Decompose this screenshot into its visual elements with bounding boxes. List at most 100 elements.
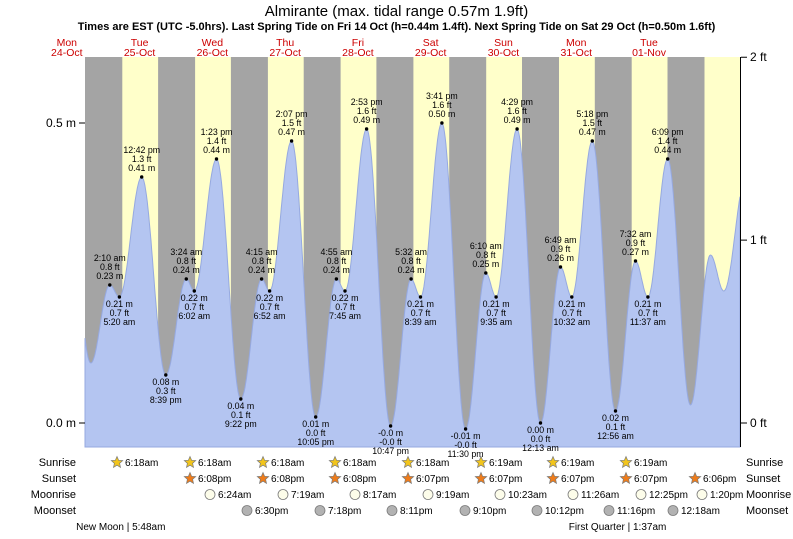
row-label-sunset-left: Sunset xyxy=(42,473,76,485)
low-tide-label: 0.7 ft xyxy=(184,302,204,312)
date-label-dow: Mon xyxy=(566,37,587,49)
left-axis-label: 0.5 m xyxy=(46,116,76,130)
high-tide-label: 0.8 ft xyxy=(327,256,347,266)
low-tide-label: 10:32 am xyxy=(553,317,590,327)
low-tide-label: 0.02 m xyxy=(602,413,629,423)
high-tide-label: 0.49 m xyxy=(504,115,531,125)
tide-point-dot xyxy=(140,175,144,179)
tide-point-dot xyxy=(440,121,444,125)
right-axis-label: 0 ft xyxy=(750,416,767,430)
moonrise-time: 10:23am xyxy=(508,490,547,501)
tide-point-dot xyxy=(364,127,369,131)
low-tide-label: 0.22 m xyxy=(256,293,283,303)
low-tide-label: 0.22 m xyxy=(181,293,208,303)
high-tide-label: 0.44 m xyxy=(203,145,230,155)
sunset-time: 6:08pm xyxy=(343,474,376,485)
high-tide-label: 0.24 m xyxy=(323,265,350,275)
date-label-dow: Mon xyxy=(57,37,78,49)
low-tide-label: 0.3 ft xyxy=(156,386,176,396)
sunset-time: 6:08pm xyxy=(271,474,304,485)
date-label-date: 29-Oct xyxy=(415,47,447,59)
row-label-sunrise-right: Sunrise xyxy=(746,457,783,469)
date-label-dow: Fri xyxy=(352,37,364,49)
low-tide-label: 0.22 m xyxy=(332,293,359,303)
high-tide-label: 1.5 ft xyxy=(282,118,302,128)
moonset-icon xyxy=(241,505,253,516)
date-label-dow: Wed xyxy=(202,37,224,49)
high-tide-label: 0.47 m xyxy=(278,127,305,137)
low-tide-label: 0.7 ft xyxy=(411,308,431,318)
sunrise-icon xyxy=(474,455,488,469)
low-tide-label: 12:56 am xyxy=(597,431,634,441)
low-tide-label: 0.04 m xyxy=(227,401,254,411)
high-tide-label: 0.27 m xyxy=(622,247,649,257)
tide-point-dot xyxy=(666,157,670,161)
high-tide-label: 4:55 am xyxy=(321,247,353,257)
moonset-time: 10:12pm xyxy=(545,506,584,517)
moonrise-time: 8:17am xyxy=(363,490,396,501)
right-axis-label: 1 ft xyxy=(750,233,767,247)
tide-point-dot xyxy=(267,289,272,293)
high-tide-label: 1.6 ft xyxy=(432,100,452,110)
moonset-time: 7:18pm xyxy=(328,506,361,517)
tide-point-dot xyxy=(343,289,347,293)
high-tide-label: 0.8 ft xyxy=(401,256,421,266)
high-tide-label: 6:49 am xyxy=(545,235,577,245)
moonset-time: 9:10pm xyxy=(473,506,506,517)
low-tide-label: 0.21 m xyxy=(483,299,510,309)
high-tide-label: 0.8 ft xyxy=(252,256,272,266)
date-label-date: 24-Oct xyxy=(51,47,83,59)
moon-phase-note: First Quarter | 1:37am xyxy=(569,522,667,533)
date-label-dow: Sat xyxy=(423,37,439,49)
low-tide-label: 0.00 m xyxy=(527,425,554,435)
sunrise-icon xyxy=(619,455,633,469)
tide-point-dot xyxy=(289,139,294,143)
moonrise-icon xyxy=(422,489,434,500)
low-tide-label: 0.21 m xyxy=(106,299,133,309)
low-tide-label: 0.7 ft xyxy=(486,308,506,318)
high-tide-label: 1.6 ft xyxy=(357,106,377,116)
sunrise-icon xyxy=(183,455,197,469)
low-tide-label: -0.0 m xyxy=(378,428,403,438)
low-tide-label: 7:45 am xyxy=(329,311,361,321)
sunrise-icon xyxy=(110,455,124,469)
low-tide-label: 8:39 am xyxy=(405,317,437,327)
sunrise-time: 6:18am xyxy=(343,458,376,469)
sunrise-icon xyxy=(546,455,560,469)
date-label-date: 25-Oct xyxy=(124,47,156,59)
high-tide-label: 0.9 ft xyxy=(551,244,571,254)
moonrise-icon xyxy=(567,489,579,500)
low-tide-label: 11:30 pm xyxy=(448,449,484,459)
sunset-time: 6:07pm xyxy=(489,474,522,485)
high-tide-label: 7:32 am xyxy=(620,229,652,239)
tide-point-dot xyxy=(590,139,594,143)
sunrise-time: 6:19am xyxy=(561,458,594,469)
high-tide-label: 4:15 am xyxy=(246,247,278,257)
moonset-time: 12:18am xyxy=(681,506,720,517)
low-tide-label: 0.7 ft xyxy=(110,308,130,318)
tide-point-dot xyxy=(484,271,488,275)
high-tide-label: 0.41 m xyxy=(128,163,155,173)
tide-point-dot xyxy=(184,277,188,281)
low-tide-label: -0.0 ft xyxy=(379,437,402,447)
high-tide-label: 1.4 ft xyxy=(207,136,227,146)
sunset-time: 6:08pm xyxy=(198,474,231,485)
moonset-icon xyxy=(314,505,326,516)
row-label-sunrise-left: Sunrise xyxy=(39,457,76,469)
low-tide-label: 0.01 m xyxy=(302,419,329,429)
high-tide-label: 2:07 pm xyxy=(276,109,308,119)
moonset-time: 6:30pm xyxy=(255,506,288,517)
sunset-icon xyxy=(401,471,415,485)
low-tide-label: 0.7 ft xyxy=(260,302,280,312)
date-label-date: 26-Oct xyxy=(197,47,229,59)
tide-point-dot xyxy=(108,283,112,287)
moonrise-time: 9:19am xyxy=(436,490,469,501)
sunset-icon xyxy=(474,471,488,485)
moonset-time: 8:11pm xyxy=(400,506,433,517)
date-label-date: 28-Oct xyxy=(342,47,374,59)
moonrise-icon xyxy=(635,489,647,500)
tide-point-dot xyxy=(570,295,574,299)
moonset-icon xyxy=(603,505,615,516)
sunset-icon xyxy=(256,471,270,485)
